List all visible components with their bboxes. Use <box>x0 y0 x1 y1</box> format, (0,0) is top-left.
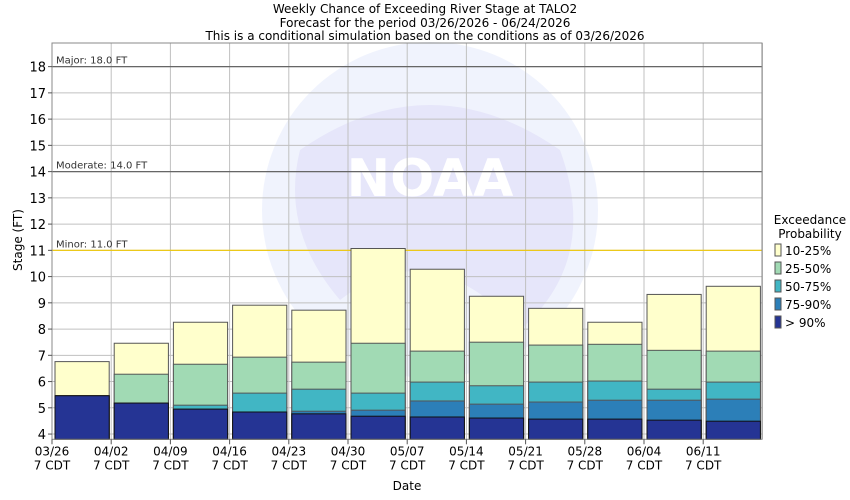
noaa-watermark: NOAA <box>262 42 598 378</box>
bar-segment--90- <box>705 420 761 440</box>
x-tick-label-time: 7 CDT <box>507 458 544 472</box>
legend-swatch <box>774 243 782 257</box>
x-tick-label-date: 06/04 <box>627 444 662 458</box>
threshold-lines: Major: 18.0 FT Moderate: 14.0 FT Minor: 11… <box>52 56 762 251</box>
y-tick-label: 18 <box>29 61 46 76</box>
x-tick-label-date: 04/09 <box>153 444 188 458</box>
x-tick-label-time: 7 CDT <box>152 458 189 472</box>
y-tick-label: 5 <box>38 402 46 417</box>
bar-segment--90- <box>528 418 584 440</box>
threshold-label: Major: 18.0 FT <box>56 56 128 67</box>
legend-swatch <box>774 261 782 275</box>
y-axis-label: Stage (FT) <box>11 209 25 271</box>
legend-label: > 90% <box>785 316 826 330</box>
x-tick-label-time: 7 CDT <box>626 458 663 472</box>
threshold-label: Minor: 11.0 FT <box>56 239 128 250</box>
bar-segment--90- <box>646 419 702 440</box>
titles: Weekly Chance of Exceeding River Stage a… <box>11 2 645 493</box>
legend-swatch <box>774 279 782 293</box>
x-tick-label-date: 04/16 <box>212 444 247 458</box>
x-tick-label-time: 7 CDT <box>34 458 71 472</box>
x-tick-label-time: 7 CDT <box>448 458 485 472</box>
x-tick-label-date: 03/26 <box>35 444 70 458</box>
x-tick-label-date: 04/30 <box>331 444 366 458</box>
legend-label: 50-75% <box>785 280 831 294</box>
watermark-logo-text: NOAA <box>347 149 514 209</box>
threshold-label: Moderate: 14.0 FT <box>56 161 148 172</box>
x-tick-label-time: 7 CDT <box>389 458 426 472</box>
x-tick-label-date: 05/07 <box>390 444 425 458</box>
x-tick-label-time: 7 CDT <box>271 458 308 472</box>
y-tick-label: 14 <box>29 166 46 181</box>
x-tick-label-date: 04/23 <box>272 444 307 458</box>
x-tick-label-date: 05/21 <box>508 444 543 458</box>
x-tick-label-time: 7 CDT <box>567 458 604 472</box>
y-tick-label: 7 <box>38 349 46 364</box>
y-tick-label: 4 <box>38 428 46 443</box>
x-tick-label-date: 06/11 <box>686 444 721 458</box>
bar-segment--90- <box>232 411 288 440</box>
y-tick-label: 9 <box>38 297 46 312</box>
y-tick-label: 16 <box>29 113 46 128</box>
x-tick-label-date: 04/02 <box>94 444 129 458</box>
x-axis-label: Date <box>393 479 422 493</box>
y-tick-label: 12 <box>29 218 46 233</box>
bar-segment--90- <box>587 418 643 440</box>
bar-segment--90- <box>409 416 465 440</box>
legend-title-2: Probability <box>778 227 841 241</box>
y-tick-label: 6 <box>38 376 46 391</box>
legend-title-1: Exceedance <box>774 213 846 227</box>
legend-label: 25-50% <box>785 262 831 276</box>
y-tick-label: 11 <box>29 244 46 259</box>
x-tick-label-time: 7 CDT <box>93 458 130 472</box>
x-tick-label-date: 05/14 <box>449 444 484 458</box>
y-tick-label: 13 <box>29 192 46 207</box>
bar-segment--90- <box>172 408 229 440</box>
legend-swatch <box>774 315 782 329</box>
legend: Exceedance Probability 10-25% 25-50% 50-75… <box>774 213 846 330</box>
y-tick-label: 10 <box>29 271 46 286</box>
watermark-circle <box>262 42 598 378</box>
legend-label: 10-25% <box>785 244 831 258</box>
y-tick-label: 17 <box>29 87 46 102</box>
x-tick-label-time: 7 CDT <box>211 458 248 472</box>
bar-segment--90- <box>291 413 347 440</box>
y-tick-label: 8 <box>38 323 46 338</box>
y-tick-label: 15 <box>29 139 46 154</box>
chart-subtitle-2: This is a conditional simulation based o… <box>204 29 644 43</box>
bar-segment--90- <box>113 402 169 440</box>
chart-subtitle-1: Forecast for the period 03/26/2026 - 06/… <box>280 16 571 30</box>
x-tick-label-time: 7 CDT <box>685 458 722 472</box>
bar-segment--90- <box>350 415 406 440</box>
chart-title: Weekly Chance of Exceeding River Stage a… <box>273 2 577 16</box>
bar-segment--90- <box>54 395 110 440</box>
legend-swatch <box>774 297 782 311</box>
x-tick-label-date: 05/28 <box>568 444 603 458</box>
x-tick-label-time: 7 CDT <box>330 458 367 472</box>
bar-segment--90- <box>468 417 525 440</box>
legend-label: 75-90% <box>785 298 831 312</box>
